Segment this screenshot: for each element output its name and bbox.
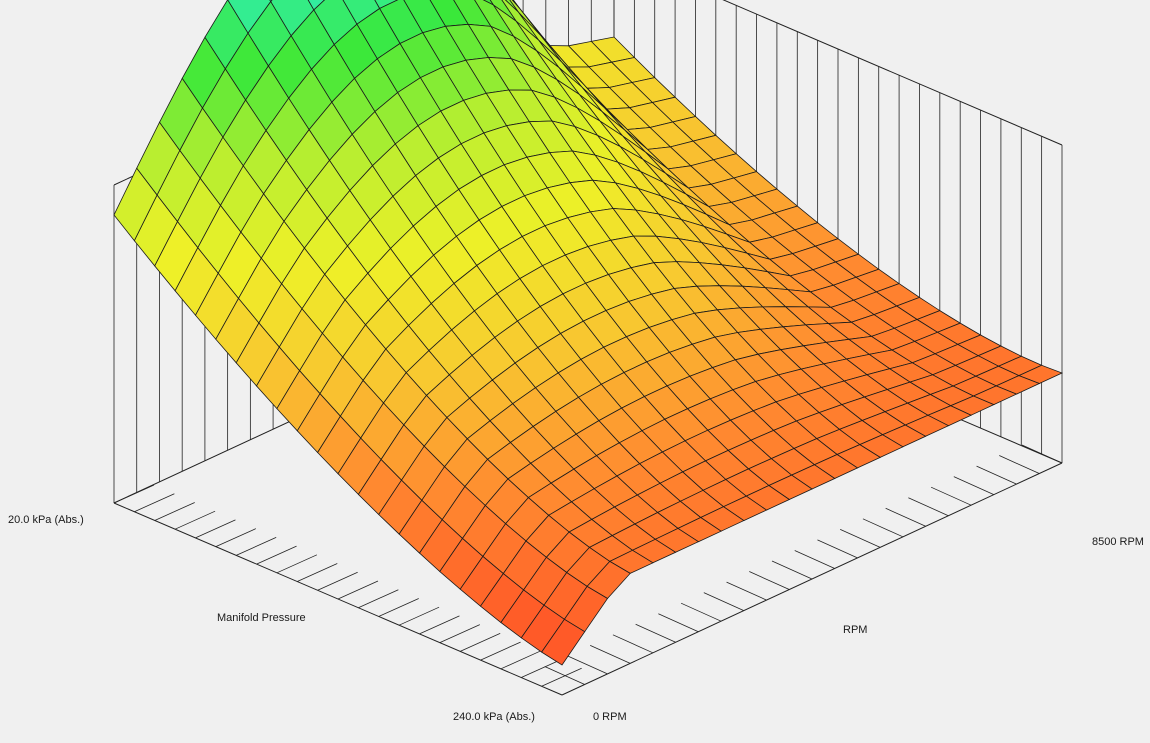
floor-tick <box>460 632 501 652</box>
floor-tick <box>635 623 676 643</box>
floor-tick <box>419 615 460 635</box>
floor-tick <box>134 493 175 513</box>
floor-tick <box>612 634 654 654</box>
floor-tick <box>541 667 582 687</box>
floor-tick <box>398 606 440 626</box>
floor-tick <box>276 554 318 574</box>
floor-tick <box>1021 444 1063 464</box>
floor-tick <box>976 465 1017 485</box>
floor-tick <box>749 571 790 590</box>
floor-tick <box>500 650 542 670</box>
floor-tick <box>236 536 277 556</box>
surface-mesh <box>113 0 1064 666</box>
floor-tick <box>297 563 338 582</box>
floor-tick <box>358 589 399 609</box>
floor-tick <box>337 580 379 600</box>
floor-tick <box>794 550 835 569</box>
floor-tick <box>154 502 195 521</box>
rpm-axis-min-label: 0 RPM <box>593 711 627 723</box>
surface-cell <box>307 0 326 11</box>
rpm-axis-max-label: 8500 RPM <box>1092 536 1144 548</box>
floor-tick <box>908 497 949 517</box>
floor-tick <box>862 518 904 538</box>
floor-tick <box>726 581 767 601</box>
floor-tick <box>680 602 722 622</box>
floor-tick <box>256 545 297 565</box>
floor-tick <box>480 641 521 661</box>
pressure-axis-max-label: 240.0 kPa (Abs.) <box>453 711 535 723</box>
floor-tick <box>113 484 155 504</box>
floor-tick <box>885 507 926 527</box>
floor-tick <box>439 624 480 644</box>
floor-tick <box>771 560 813 580</box>
floor-tick <box>817 539 858 559</box>
pressure-axis-title: Manifold Pressure <box>217 612 306 624</box>
pressure-axis-min-label: 20.0 kPa (Abs.) <box>8 514 84 526</box>
rpm-axis-title: RPM <box>843 624 868 636</box>
wall-top-edge <box>722 0 1063 146</box>
floor-tick <box>195 519 236 539</box>
floor-tick <box>999 455 1040 474</box>
floor-tick <box>953 476 994 496</box>
floor-tick <box>567 655 608 675</box>
floor-tick <box>930 486 972 506</box>
floor-tick <box>658 613 699 633</box>
floor-tick <box>378 598 419 617</box>
floor-tick <box>840 528 881 548</box>
floor-tick <box>521 659 562 678</box>
floor-tick <box>590 644 631 664</box>
floor-tick <box>174 510 216 530</box>
plot-floor-grid <box>113 444 1063 696</box>
surface-cell <box>541 618 586 666</box>
floor-tick <box>703 592 744 612</box>
floor-tick <box>215 528 256 548</box>
floor-tick <box>317 571 358 591</box>
